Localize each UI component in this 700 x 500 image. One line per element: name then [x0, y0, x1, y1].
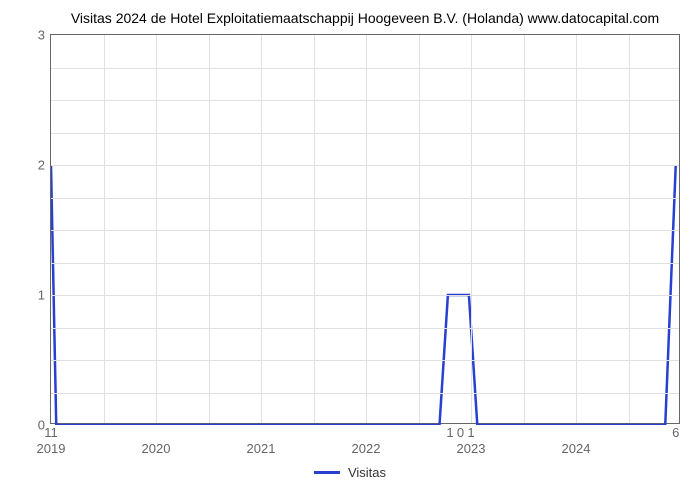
count-label: 1	[446, 423, 453, 440]
gridline-v	[156, 35, 157, 423]
gridline-v	[104, 35, 105, 423]
gridline-v	[261, 35, 262, 423]
gridline-h	[51, 100, 679, 101]
legend-swatch	[314, 471, 340, 474]
count-label: 6	[672, 423, 679, 440]
x-tick-label: 2020	[142, 423, 171, 456]
gridline-v	[524, 35, 525, 423]
y-tick-label: 1	[38, 288, 51, 303]
gridline-h	[51, 360, 679, 361]
count-label: 0	[457, 423, 464, 440]
gridline-v	[576, 35, 577, 423]
legend-label: Visitas	[348, 465, 386, 480]
gridline-h	[51, 165, 679, 166]
x-tick-label: 2021	[247, 423, 276, 456]
gridline-h	[51, 198, 679, 199]
gridline-h	[51, 295, 679, 296]
gridline-v	[209, 35, 210, 423]
gridline-v	[629, 35, 630, 423]
gridline-h	[51, 393, 679, 394]
y-tick-label: 3	[38, 28, 51, 43]
gridline-h	[51, 328, 679, 329]
gridline-h	[51, 263, 679, 264]
x-tick-label: 2024	[562, 423, 591, 456]
gridline-h	[51, 68, 679, 69]
gridline-h	[51, 133, 679, 134]
gridline-h	[51, 230, 679, 231]
visits-chart: Visitas 2024 de Hotel Exploitatiemaatsch…	[10, 10, 690, 490]
chart-title: Visitas 2024 de Hotel Exploitatiemaatsch…	[40, 10, 690, 26]
plot-area: 0123201920202021202220232024111016	[50, 34, 680, 424]
gridline-v	[419, 35, 420, 423]
gridline-v	[366, 35, 367, 423]
legend: Visitas	[314, 465, 386, 480]
count-label: 1	[467, 423, 474, 440]
gridline-v	[314, 35, 315, 423]
x-tick-label: 2022	[352, 423, 381, 456]
y-tick-label: 2	[38, 158, 51, 173]
count-label: 11	[44, 423, 58, 440]
gridline-v	[471, 35, 472, 423]
